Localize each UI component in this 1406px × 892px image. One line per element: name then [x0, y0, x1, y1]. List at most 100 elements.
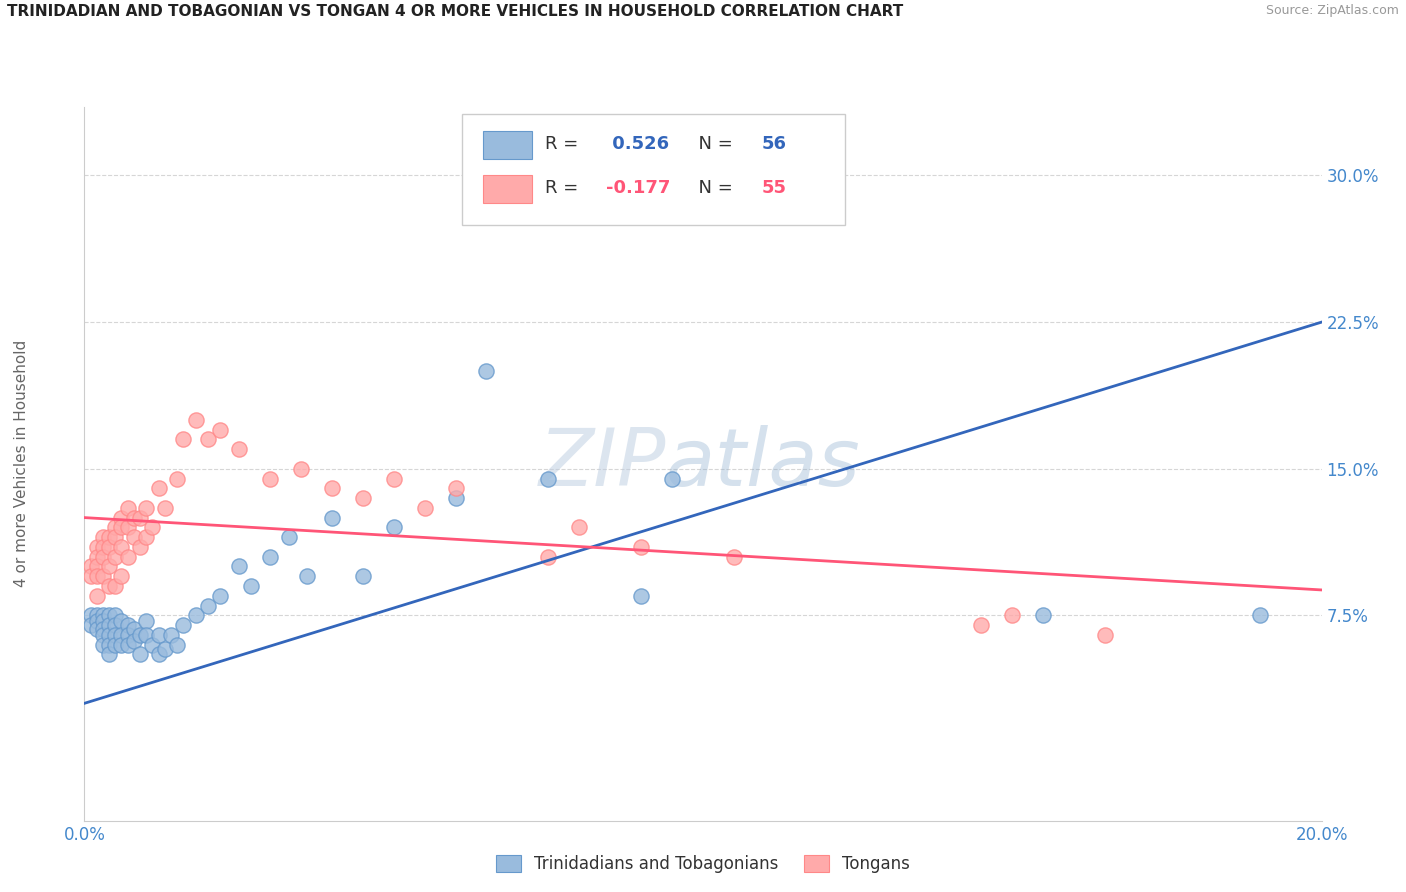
Point — [1032, 608, 1054, 623]
Point — [117, 549, 139, 564]
Point — [86, 589, 108, 603]
Point — [630, 540, 652, 554]
Point — [723, 549, 745, 564]
Point — [209, 589, 232, 603]
Point — [135, 530, 157, 544]
Text: TRINIDADIAN AND TOBAGONIAN VS TONGAN 4 OR MORE VEHICLES IN HOUSEHOLD CORRELATION: TRINIDADIAN AND TOBAGONIAN VS TONGAN 4 O… — [7, 4, 903, 20]
Point — [122, 622, 145, 636]
Point — [129, 510, 152, 524]
FancyBboxPatch shape — [482, 130, 533, 159]
Point — [98, 530, 121, 544]
Point — [122, 530, 145, 544]
Point — [86, 540, 108, 554]
Point — [110, 520, 132, 534]
Text: ZIP: ZIP — [538, 425, 666, 503]
Point — [117, 520, 139, 534]
Point — [184, 608, 207, 623]
Point — [117, 628, 139, 642]
Point — [290, 461, 312, 475]
Point — [135, 500, 157, 515]
Point — [110, 540, 132, 554]
Point — [166, 471, 188, 485]
Point — [98, 559, 121, 574]
Point — [537, 471, 560, 485]
Point — [110, 638, 132, 652]
Text: -0.177: -0.177 — [606, 178, 671, 196]
Point — [91, 530, 114, 544]
Point — [104, 549, 127, 564]
Point — [91, 608, 114, 623]
Point — [228, 559, 250, 574]
Point — [160, 628, 183, 642]
Point — [129, 628, 152, 642]
Point — [259, 471, 281, 485]
Point — [209, 423, 232, 437]
Point — [91, 614, 114, 628]
Point — [970, 618, 993, 632]
Point — [153, 500, 176, 515]
Point — [98, 540, 121, 554]
Point — [98, 618, 121, 632]
FancyBboxPatch shape — [461, 114, 845, 225]
Text: R =: R = — [544, 178, 583, 196]
Point — [117, 638, 139, 652]
Point — [86, 614, 108, 628]
Point — [79, 569, 101, 583]
Point — [129, 540, 152, 554]
Point — [98, 628, 121, 642]
Point — [277, 530, 299, 544]
Point — [104, 628, 127, 642]
Point — [98, 638, 121, 652]
Point — [79, 559, 101, 574]
Text: N =: N = — [688, 136, 738, 153]
Point — [295, 569, 318, 583]
Text: atlas: atlas — [666, 425, 860, 503]
Point — [153, 641, 176, 656]
Point — [91, 569, 114, 583]
Point — [91, 540, 114, 554]
Point — [661, 471, 683, 485]
Point — [104, 579, 127, 593]
Point — [86, 549, 108, 564]
Point — [141, 520, 163, 534]
Text: 56: 56 — [761, 136, 786, 153]
Point — [475, 364, 498, 378]
Point — [444, 481, 467, 495]
Point — [104, 530, 127, 544]
Point — [117, 500, 139, 515]
Point — [228, 442, 250, 457]
Point — [79, 608, 101, 623]
Point — [1249, 608, 1271, 623]
Point — [122, 510, 145, 524]
Text: 0.526: 0.526 — [606, 136, 669, 153]
Point — [122, 633, 145, 648]
Point — [98, 608, 121, 623]
Text: N =: N = — [688, 178, 738, 196]
Point — [197, 433, 219, 447]
Point — [91, 622, 114, 636]
Point — [104, 638, 127, 652]
Point — [98, 579, 121, 593]
Point — [413, 500, 436, 515]
Point — [148, 648, 170, 662]
Legend: Trinidadians and Tobagonians, Tongans: Trinidadians and Tobagonians, Tongans — [489, 848, 917, 880]
Point — [86, 569, 108, 583]
Point — [1094, 628, 1116, 642]
Point — [148, 628, 170, 642]
Point — [630, 589, 652, 603]
Point — [148, 481, 170, 495]
Point — [321, 481, 343, 495]
Point — [104, 618, 127, 632]
Point — [382, 471, 405, 485]
Point — [86, 622, 108, 636]
Point — [86, 559, 108, 574]
Point — [104, 608, 127, 623]
Point — [110, 569, 132, 583]
Point — [110, 510, 132, 524]
Point — [382, 520, 405, 534]
FancyBboxPatch shape — [482, 175, 533, 203]
Text: R =: R = — [544, 136, 583, 153]
Point — [240, 579, 263, 593]
Point — [172, 618, 194, 632]
Point — [1001, 608, 1024, 623]
